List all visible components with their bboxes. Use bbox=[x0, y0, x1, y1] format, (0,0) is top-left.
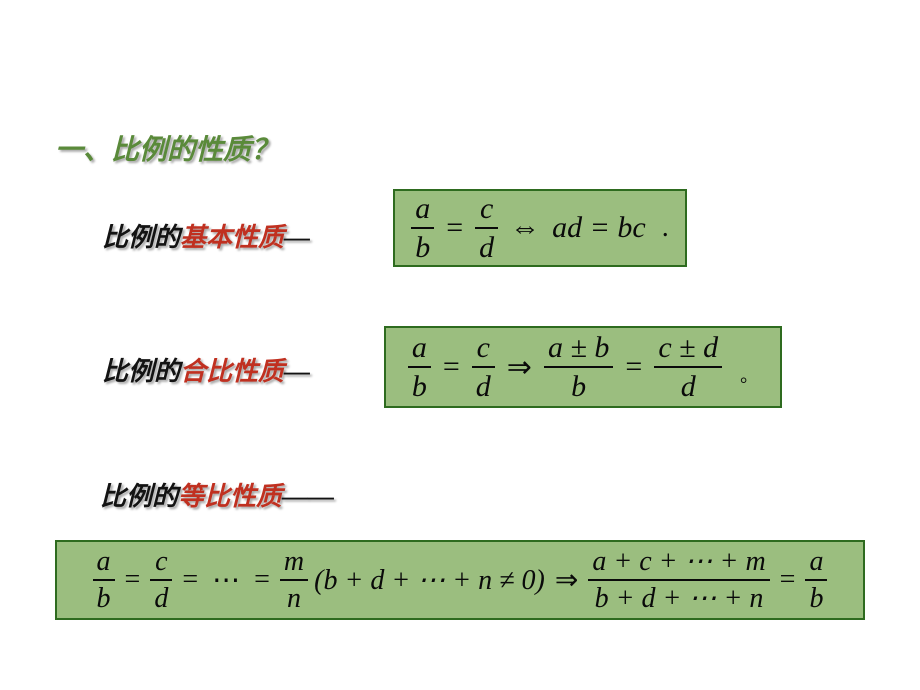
period-cn: 。 bbox=[730, 362, 758, 388]
rhs-adbc: ad = bc bbox=[552, 211, 646, 245]
frac-ab4: a b bbox=[805, 547, 827, 614]
frac-ab2: a b bbox=[408, 332, 431, 403]
frac-bar bbox=[150, 579, 172, 581]
frac-ab-den: b bbox=[411, 232, 434, 264]
frac-cd2-den: d bbox=[472, 371, 495, 403]
frac-cpmd-den: d bbox=[677, 371, 700, 403]
frac-mn: m n bbox=[280, 547, 308, 614]
period: . bbox=[654, 212, 669, 244]
frac-cpmd: c ± d d bbox=[654, 332, 722, 403]
frac-cd3-den: d bbox=[150, 584, 172, 613]
frac-cd-den: d bbox=[475, 232, 498, 264]
eq-sign: = bbox=[621, 350, 646, 384]
frac-ab3-den: b bbox=[93, 584, 115, 613]
frac-bar bbox=[93, 579, 115, 581]
frac-sum-num: a + c + ⋯ + m bbox=[588, 547, 769, 576]
iff-sign: ⇔ bbox=[506, 211, 544, 245]
imply-sign: ⇒ bbox=[503, 350, 536, 385]
frac-mn-num: m bbox=[280, 547, 308, 576]
formula-basic: a b = c d ⇔ ad = bc . bbox=[411, 193, 668, 264]
frac-cd2-num: c bbox=[473, 332, 494, 364]
label-equal-pre: 比例的 bbox=[100, 482, 178, 511]
label-equal-property: 比例的等比性质—— bbox=[100, 476, 334, 513]
frac-bar bbox=[475, 227, 498, 229]
frac-ab4-den: b bbox=[805, 584, 827, 613]
formula-box-basic: a b = c d ⇔ ad = bc . bbox=[393, 189, 687, 267]
frac-cd: c d bbox=[475, 193, 498, 264]
label-basic-pre: 比例的 bbox=[102, 223, 180, 252]
label-equal-suffix: —— bbox=[282, 482, 334, 511]
label-combine-accent: 合比性质 bbox=[180, 357, 284, 386]
dots: ⋯ bbox=[208, 563, 244, 597]
eq-sign: = bbox=[439, 350, 464, 384]
frac-bar bbox=[408, 366, 431, 368]
label-combine-property: 比例的合比性质— bbox=[102, 351, 310, 388]
formula-box-combine: a b = c d ⇒ a ± b b = c ± d d 。 bbox=[384, 326, 782, 408]
imply-sign: ⇒ bbox=[551, 563, 582, 597]
frac-sum: a + c + ⋯ + m b + d + ⋯ + n bbox=[588, 547, 769, 614]
frac-apmb-den: b bbox=[567, 371, 590, 403]
formula-box-equal: a b = c d = ⋯ = m n (b + d + ⋯ + n ≠ 0) … bbox=[55, 540, 865, 620]
frac-cd3-num: c bbox=[151, 547, 171, 576]
frac-bar bbox=[588, 579, 769, 581]
frac-bar bbox=[544, 366, 613, 368]
condition: (b + d + ⋯ + n ≠ 0) bbox=[314, 563, 545, 597]
label-basic-suffix: — bbox=[284, 223, 310, 252]
label-basic-property: 比例的基本性质— bbox=[102, 217, 310, 254]
eq-sign: = bbox=[121, 564, 145, 596]
label-combine-pre: 比例的 bbox=[102, 357, 180, 386]
frac-apmb-num: a ± b bbox=[544, 332, 613, 364]
frac-cpmd-num: c ± d bbox=[654, 332, 722, 364]
frac-ab-num: a bbox=[411, 193, 434, 225]
label-basic-accent: 基本性质 bbox=[180, 223, 284, 252]
frac-ab3: a b bbox=[93, 547, 115, 614]
frac-ab3-num: a bbox=[93, 547, 115, 576]
eq-sign: = bbox=[250, 564, 274, 596]
frac-bar bbox=[805, 579, 827, 581]
frac-sum-den: b + d + ⋯ + n bbox=[591, 584, 768, 613]
label-equal-accent: 等比性质 bbox=[178, 482, 282, 511]
slide: 一、比例的性质？ 比例的基本性质— a b = c d ⇔ ad = bc . … bbox=[0, 0, 920, 690]
label-combine-suffix: — bbox=[284, 357, 310, 386]
frac-bar bbox=[411, 227, 434, 229]
frac-bar bbox=[280, 579, 308, 581]
frac-cd-num: c bbox=[476, 193, 497, 225]
frac-bar bbox=[472, 366, 495, 368]
section-heading: 一、比例的性质？ bbox=[55, 128, 279, 168]
eq-sign: = bbox=[178, 564, 202, 596]
formula-combine: a b = c d ⇒ a ± b b = c ± d d 。 bbox=[408, 332, 758, 403]
frac-bar bbox=[654, 366, 722, 368]
eq-sign: = bbox=[776, 564, 800, 596]
frac-cd3: c d bbox=[150, 547, 172, 614]
eq-sign: = bbox=[442, 211, 467, 245]
frac-ab4-num: a bbox=[805, 547, 827, 576]
frac-ab: a b bbox=[411, 193, 434, 264]
frac-ab2-den: b bbox=[408, 371, 431, 403]
formula-equal: a b = c d = ⋯ = m n (b + d + ⋯ + n ≠ 0) … bbox=[93, 547, 828, 614]
frac-cd2: c d bbox=[472, 332, 495, 403]
frac-ab2-num: a bbox=[408, 332, 431, 364]
frac-apmb: a ± b b bbox=[544, 332, 613, 403]
frac-mn-den: n bbox=[283, 584, 305, 613]
